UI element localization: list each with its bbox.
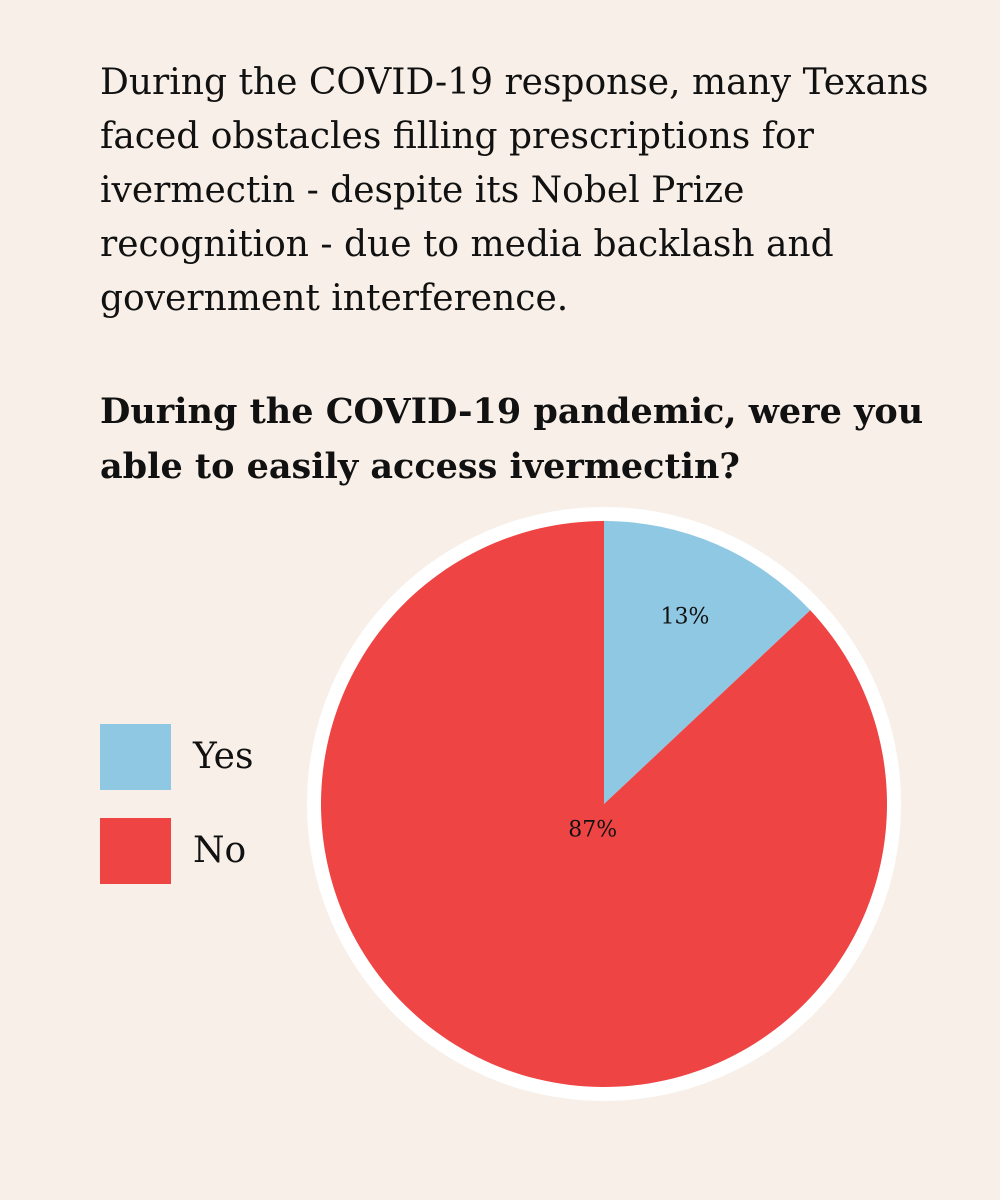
pie-slice-yes <box>604 521 811 804</box>
chart-legend: Yes No <box>100 724 253 912</box>
pie-slices <box>321 521 887 1087</box>
legend-label-yes: Yes <box>193 736 254 777</box>
legend-swatch-no <box>100 818 171 884</box>
legend-label-no: No <box>193 830 247 871</box>
legend-swatch-yes <box>100 724 171 790</box>
slice-label-yes: 13% <box>660 604 709 629</box>
pie-chart: 13% 87% <box>307 507 901 1101</box>
pie-labels: 13% 87% <box>568 604 709 842</box>
pie-slice-no <box>321 521 887 1087</box>
intro-text: During the COVID-19 response, many Texan… <box>100 62 929 319</box>
chart-title: During the COVID-19 pandemic, were you a… <box>100 391 924 487</box>
legend-item-yes: Yes <box>100 724 253 790</box>
slice-label-no: 87% <box>568 817 617 842</box>
legend-item-no: No <box>100 818 253 884</box>
